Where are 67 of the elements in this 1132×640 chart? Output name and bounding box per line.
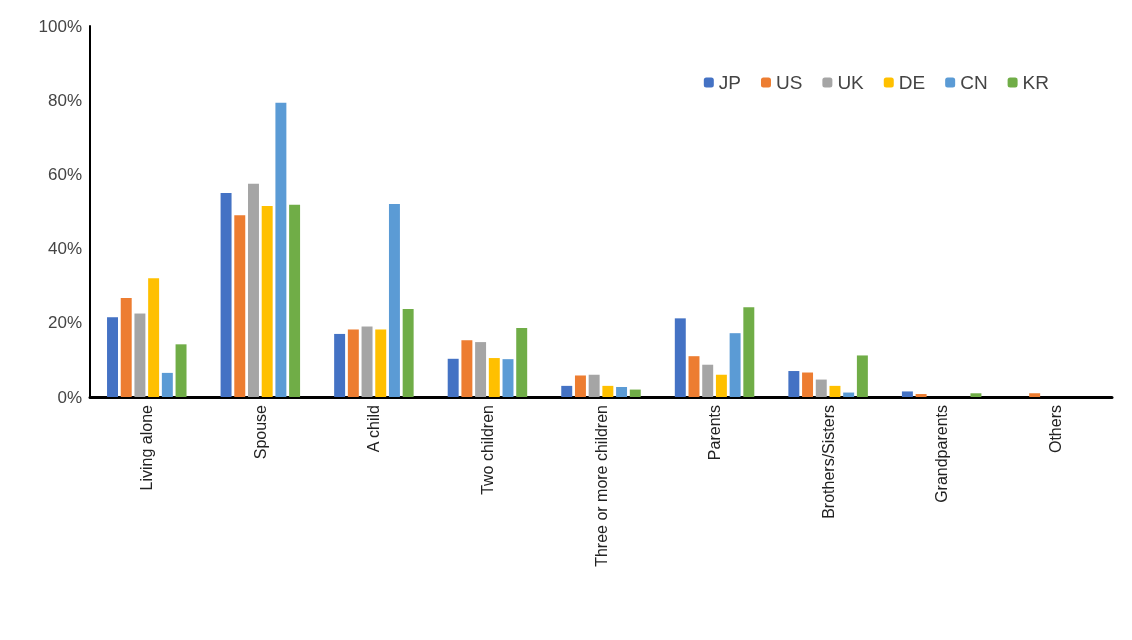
- bar: [743, 307, 755, 397]
- bar: [516, 327, 528, 397]
- bar: [915, 394, 927, 397]
- bar: [334, 333, 346, 397]
- x-tick-label: Two children: [478, 405, 496, 495]
- bar: [688, 356, 700, 397]
- bar: [248, 183, 259, 397]
- bar: [175, 344, 187, 397]
- bar: [347, 329, 359, 397]
- bar: [120, 297, 132, 397]
- legend-label: UK: [837, 72, 865, 93]
- y-tick-label: 80%: [47, 90, 82, 110]
- bar: [502, 359, 514, 397]
- y-tick-label: 100%: [38, 16, 82, 36]
- legend-label: DE: [898, 72, 926, 93]
- y-tick-label: 0%: [57, 387, 82, 407]
- bar: [1029, 393, 1041, 397]
- bar: [148, 278, 160, 397]
- bar: [275, 102, 287, 397]
- bar: [561, 385, 573, 397]
- bar: [602, 385, 614, 397]
- y-tick-label: 20%: [47, 313, 82, 333]
- bar: [729, 333, 741, 397]
- bar: [829, 385, 841, 397]
- x-tick-label: Brothers/Sisters: [819, 405, 837, 519]
- legend-label: KR: [1022, 72, 1050, 93]
- bar: [447, 358, 459, 397]
- x-tick-label: Spouse: [251, 404, 269, 460]
- bar: [616, 386, 628, 397]
- bar: [702, 364, 714, 397]
- bar: [402, 309, 414, 397]
- bar: [674, 318, 686, 397]
- bar: [815, 379, 827, 397]
- bar: [361, 326, 373, 397]
- legend-label: CN: [960, 72, 988, 93]
- bar: [388, 204, 400, 397]
- bar: [488, 358, 500, 397]
- bar: [970, 393, 982, 397]
- bar: [289, 204, 301, 397]
- bar: [161, 372, 173, 397]
- x-tick-label: Parents: [706, 405, 724, 461]
- bar: [134, 313, 146, 397]
- x-tick-label: Living alone: [138, 404, 156, 491]
- bar: [475, 342, 487, 397]
- bar: [107, 317, 118, 397]
- bar: [375, 329, 387, 397]
- bar: [261, 205, 273, 397]
- bar: [901, 391, 913, 397]
- x-tick-label: A child: [365, 405, 383, 453]
- x-tick-label: Three or more children: [592, 405, 610, 567]
- legend-label: US: [775, 72, 803, 93]
- y-tick-label: 40%: [47, 239, 82, 259]
- bar: [234, 215, 246, 397]
- bar: [574, 375, 586, 397]
- legend-label: JP: [718, 72, 741, 93]
- bar: [802, 372, 814, 397]
- bar: [856, 355, 868, 397]
- bar: [220, 192, 232, 397]
- bar: [715, 374, 727, 397]
- bar: [461, 340, 473, 397]
- bar: [843, 392, 855, 397]
- x-tick-label: Grandparents: [933, 405, 951, 503]
- y-tick-label: 60%: [47, 164, 82, 184]
- bar: [788, 371, 800, 397]
- x-tick-label: Others: [1046, 405, 1064, 454]
- bar: [588, 374, 600, 397]
- bar: [629, 389, 641, 397]
